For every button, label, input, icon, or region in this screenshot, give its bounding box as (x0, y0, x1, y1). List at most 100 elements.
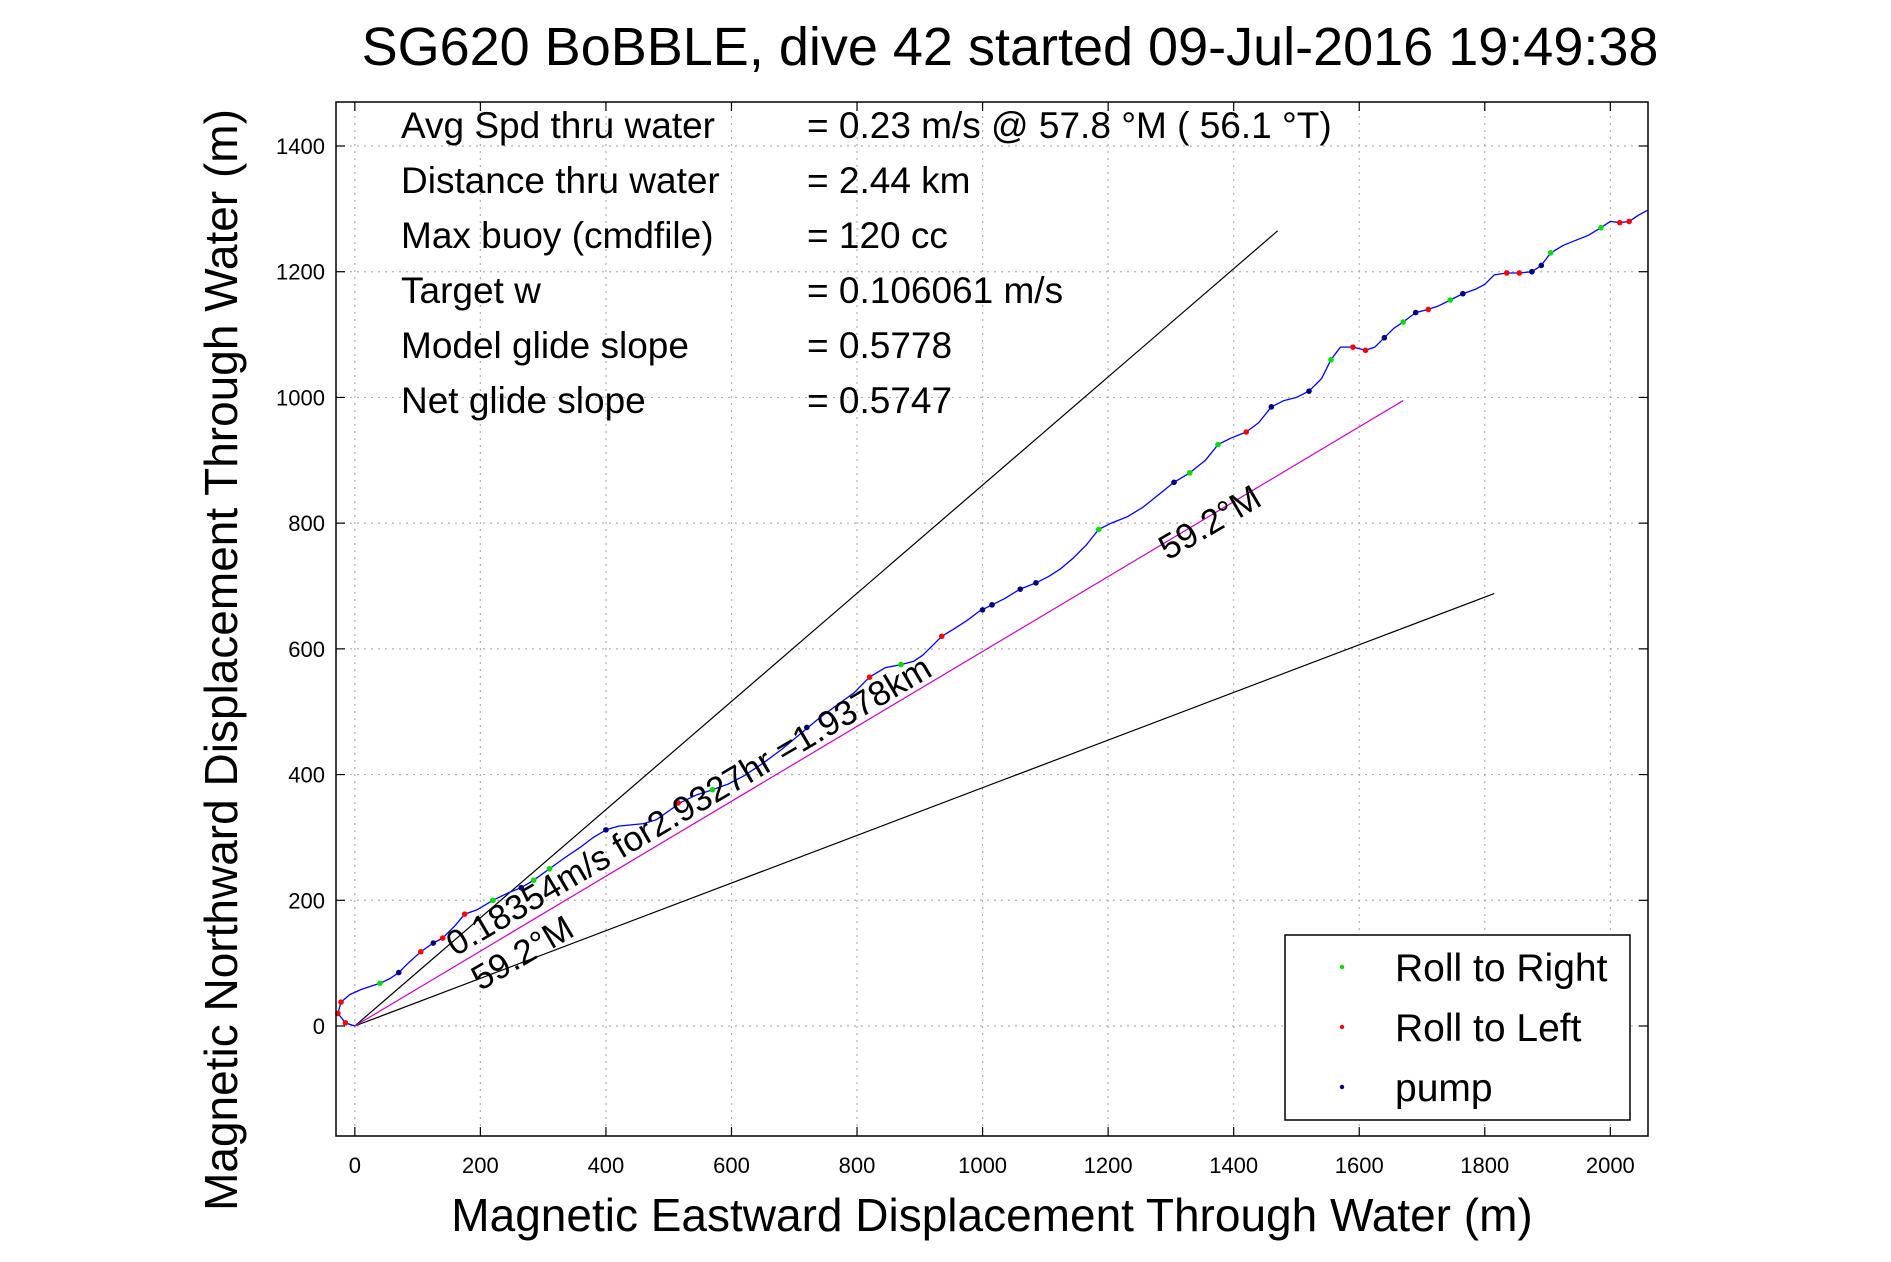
pump-point (1033, 580, 1039, 586)
roll-left-point (1243, 429, 1250, 435)
legend-roll-right-marker (1339, 964, 1345, 970)
roll-left-point (866, 674, 873, 680)
legend-roll-right-label: Roll to Right (1395, 947, 1608, 990)
roll-right-point (530, 877, 537, 883)
x-tick-labels: 0 200 400 600 800 1000 1200 1400 1600 1800 2000 (349, 1153, 1635, 1178)
glider-track (337, 209, 1649, 1027)
roll-left-point (1616, 219, 1623, 226)
legend-pump-label: pump (1395, 1067, 1493, 1110)
stat-value-target-w: = 0.106061 m/s (807, 270, 1063, 311)
roll-right-point (1598, 224, 1604, 231)
pump-point (989, 602, 995, 608)
x-tick-label: 800 (839, 1153, 876, 1178)
chart-title: SG620 BoBBLE, dive 42 started 09-Jul-201… (362, 17, 1659, 77)
stat-value-net-glide-slope: = 0.5747 (807, 380, 952, 421)
stat-label-max-buoy: Max buoy (cmdfile) (401, 215, 714, 256)
stat-label-target-w: Target w (401, 270, 541, 311)
pump-point (430, 940, 437, 946)
y-tick-label: 1400 (276, 134, 325, 159)
y-tick-label: 0 (313, 1014, 325, 1039)
x-tick-label: 600 (713, 1153, 750, 1178)
roll-left-point (417, 949, 424, 955)
pump-point (1381, 334, 1388, 341)
roll-pump-markers (335, 218, 1632, 1026)
legend: Roll to Right Roll to Left pump (1284, 934, 1631, 1121)
pump-point (395, 969, 402, 976)
reference-lines (354, 230, 1495, 1027)
stat-label-distance: Distance thru water (401, 160, 720, 201)
stat-value-max-buoy: = 120 cc (807, 215, 948, 256)
roll-right-point (1215, 441, 1221, 448)
track-line (337, 209, 1649, 1027)
roll-right-point (898, 661, 904, 668)
x-tick-label: 200 (462, 1153, 499, 1178)
stat-label-net-glide-slope: Net glide slope (401, 380, 646, 421)
roll-right-point (1328, 356, 1334, 363)
x-tick-label: 1400 (1209, 1153, 1258, 1178)
y-tick-label: 800 (288, 511, 325, 536)
x-tick-label: 1800 (1460, 1153, 1509, 1178)
y-tick-labels: 0 200 400 600 800 1000 1200 1400 (276, 134, 325, 1039)
roll-left-point (1503, 270, 1510, 276)
y-tick-label: 600 (288, 637, 325, 662)
roll-left-point (1425, 306, 1432, 313)
pump-point (1538, 262, 1545, 269)
pump-point (1306, 388, 1312, 394)
stat-value-distance: = 2.44 km (807, 160, 971, 201)
pump-point (979, 607, 986, 613)
roll-right-point (1186, 470, 1193, 476)
reference-line-lower (354, 592, 1495, 1027)
pump-point (603, 827, 609, 833)
roll-left-point (439, 935, 446, 941)
roll-left-point (1362, 347, 1369, 354)
roll-right-point (490, 897, 496, 904)
pump-point (518, 884, 524, 891)
roll-right-point (546, 866, 553, 872)
roll-left-point (675, 800, 681, 806)
x-tick-label: 0 (349, 1153, 361, 1178)
y-tick-label: 400 (288, 763, 325, 788)
roll-right-point (377, 980, 383, 987)
stat-value-avg-speed: = 0.23 m/s @ 57.8 °M ( 56.1 °T) (807, 105, 1332, 146)
roll-right-point (1447, 297, 1454, 303)
pump-point (1529, 268, 1535, 275)
roll-right-point (1547, 250, 1554, 256)
stat-value-model-glide-slope: = 0.5778 (807, 325, 952, 366)
reference-line-depth-averaged (354, 400, 1404, 1027)
y-axis-label: Magnetic Northward Displacement Through … (195, 109, 247, 1211)
reference-line-upper (354, 230, 1279, 1027)
x-axis-label: Magnetic Eastward Displacement Through W… (451, 1189, 1532, 1241)
y-tick-label: 200 (288, 888, 325, 913)
roll-right-point (1400, 319, 1406, 325)
roll-right-point (1095, 526, 1102, 533)
legend-roll-left-label: Roll to Left (1395, 1007, 1582, 1050)
stat-label-avg-speed: Avg Spd thru water (401, 105, 715, 146)
roll-left-point (938, 633, 945, 640)
plot-frame (335, 101, 1649, 1137)
stats-block: Avg Spd thru water = 0.23 m/s @ 57.8 °M … (401, 105, 1332, 421)
roll-left-point (461, 911, 468, 917)
roll-left-point (1516, 270, 1523, 276)
pump-point (804, 724, 810, 731)
pump-point (1460, 290, 1466, 297)
roll-right-point (709, 786, 716, 793)
x-tick-label: 1000 (958, 1153, 1007, 1178)
roll-left-point (1350, 344, 1356, 350)
roll-left-point (1626, 218, 1632, 225)
pump-point (1171, 479, 1177, 486)
x-tick-label: 1200 (1084, 1153, 1133, 1178)
legend-pump-marker (1339, 1084, 1345, 1090)
y-tick-label: 1200 (276, 260, 325, 285)
x-tick-label: 1600 (1335, 1153, 1384, 1178)
stat-label-model-glide-slope: Model glide slope (401, 325, 689, 366)
x-tick-label: 400 (588, 1153, 625, 1178)
y-tick-label: 1000 (276, 385, 325, 410)
legend-roll-left-marker (1339, 1024, 1345, 1030)
pump-point (1017, 586, 1024, 592)
roll-left-point (342, 1020, 349, 1026)
pump-point (1412, 309, 1419, 316)
roll-left-point (338, 999, 344, 1005)
axis-ticks (336, 102, 1648, 1136)
pump-point (1268, 404, 1275, 410)
